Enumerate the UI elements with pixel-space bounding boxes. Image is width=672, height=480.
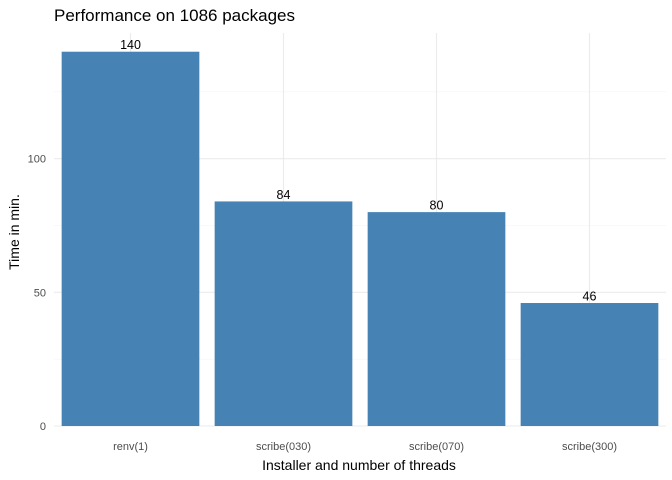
x-axis-ticks: renv(1) scribe(030) scribe(070) scribe(300) — [113, 441, 617, 453]
bar — [367, 212, 506, 426]
y-tick-label: 0 — [40, 421, 46, 433]
chart-title: Performance on 1086 packages — [54, 6, 295, 25]
y-tick-label: 100 — [28, 154, 46, 166]
bar — [214, 201, 353, 426]
data-label: 46 — [583, 290, 597, 304]
bar — [61, 51, 200, 426]
data-label: 80 — [430, 199, 444, 213]
data-labels: 140 84 80 46 — [120, 38, 596, 303]
y-axis-ticks: 0 50 100 — [28, 154, 46, 433]
y-tick-label: 50 — [34, 287, 46, 299]
x-tick-label: scribe(070) — [409, 441, 464, 453]
data-label: 140 — [120, 38, 141, 52]
bar — [520, 303, 659, 426]
x-axis-title: Installer and number of threads — [262, 457, 456, 473]
y-axis-title: Time in min. — [6, 194, 22, 270]
x-tick-label: renv(1) — [113, 441, 148, 453]
x-tick-label: scribe(030) — [256, 441, 311, 453]
bars — [61, 51, 659, 426]
x-tick-label: scribe(300) — [562, 441, 617, 453]
data-label: 84 — [277, 188, 291, 202]
